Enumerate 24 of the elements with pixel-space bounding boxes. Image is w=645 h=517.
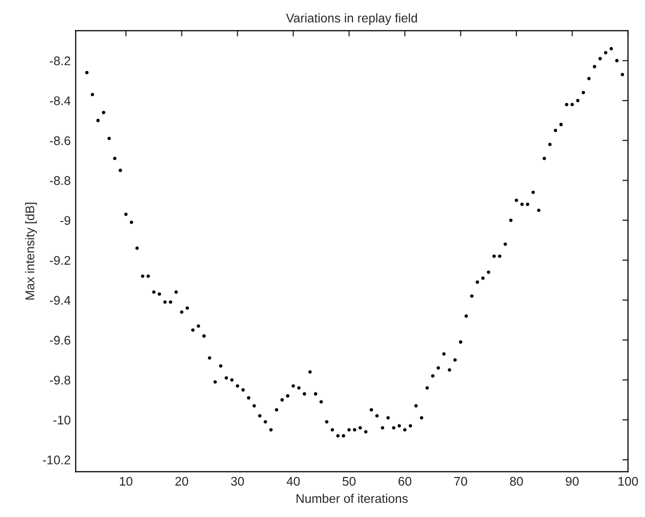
x-tick-label: 30 (231, 476, 244, 486)
y-tick-label: -10.2 (42, 456, 70, 464)
y-tick-label: -8.8 (50, 176, 70, 186)
x-tick-label: 10 (120, 476, 132, 486)
x-tick-label: 80 (510, 476, 523, 486)
y-tick-label: -10 (53, 416, 70, 424)
y-tick-label: -8.6 (50, 136, 70, 146)
x-tick-label: 70 (454, 476, 468, 486)
y-tick-label: -9.2 (50, 256, 70, 265)
x-tick-label: 20 (175, 476, 188, 486)
x-tick-label: 100 (618, 476, 638, 486)
y-tick-label: -8.4 (50, 96, 70, 106)
y-tick-label: -9 (60, 216, 70, 225)
y-tick-label: -9.8 (50, 376, 70, 385)
y-tick-label: -9.6 (50, 336, 70, 345)
y-tick-label: -8.2 (50, 56, 70, 66)
x-tick-label: 50 (342, 476, 356, 486)
x-axis-title: Number of iterations (296, 494, 408, 503)
x-tick-label: 40 (286, 476, 300, 486)
chart-title: Variations in replay field (286, 13, 417, 25)
x-tick-label: 90 (566, 476, 579, 486)
x-tick-label: 60 (398, 476, 412, 486)
y-axis-title: Max intensity [dB] (25, 202, 37, 300)
y-tick-label: -9.4 (50, 296, 70, 305)
